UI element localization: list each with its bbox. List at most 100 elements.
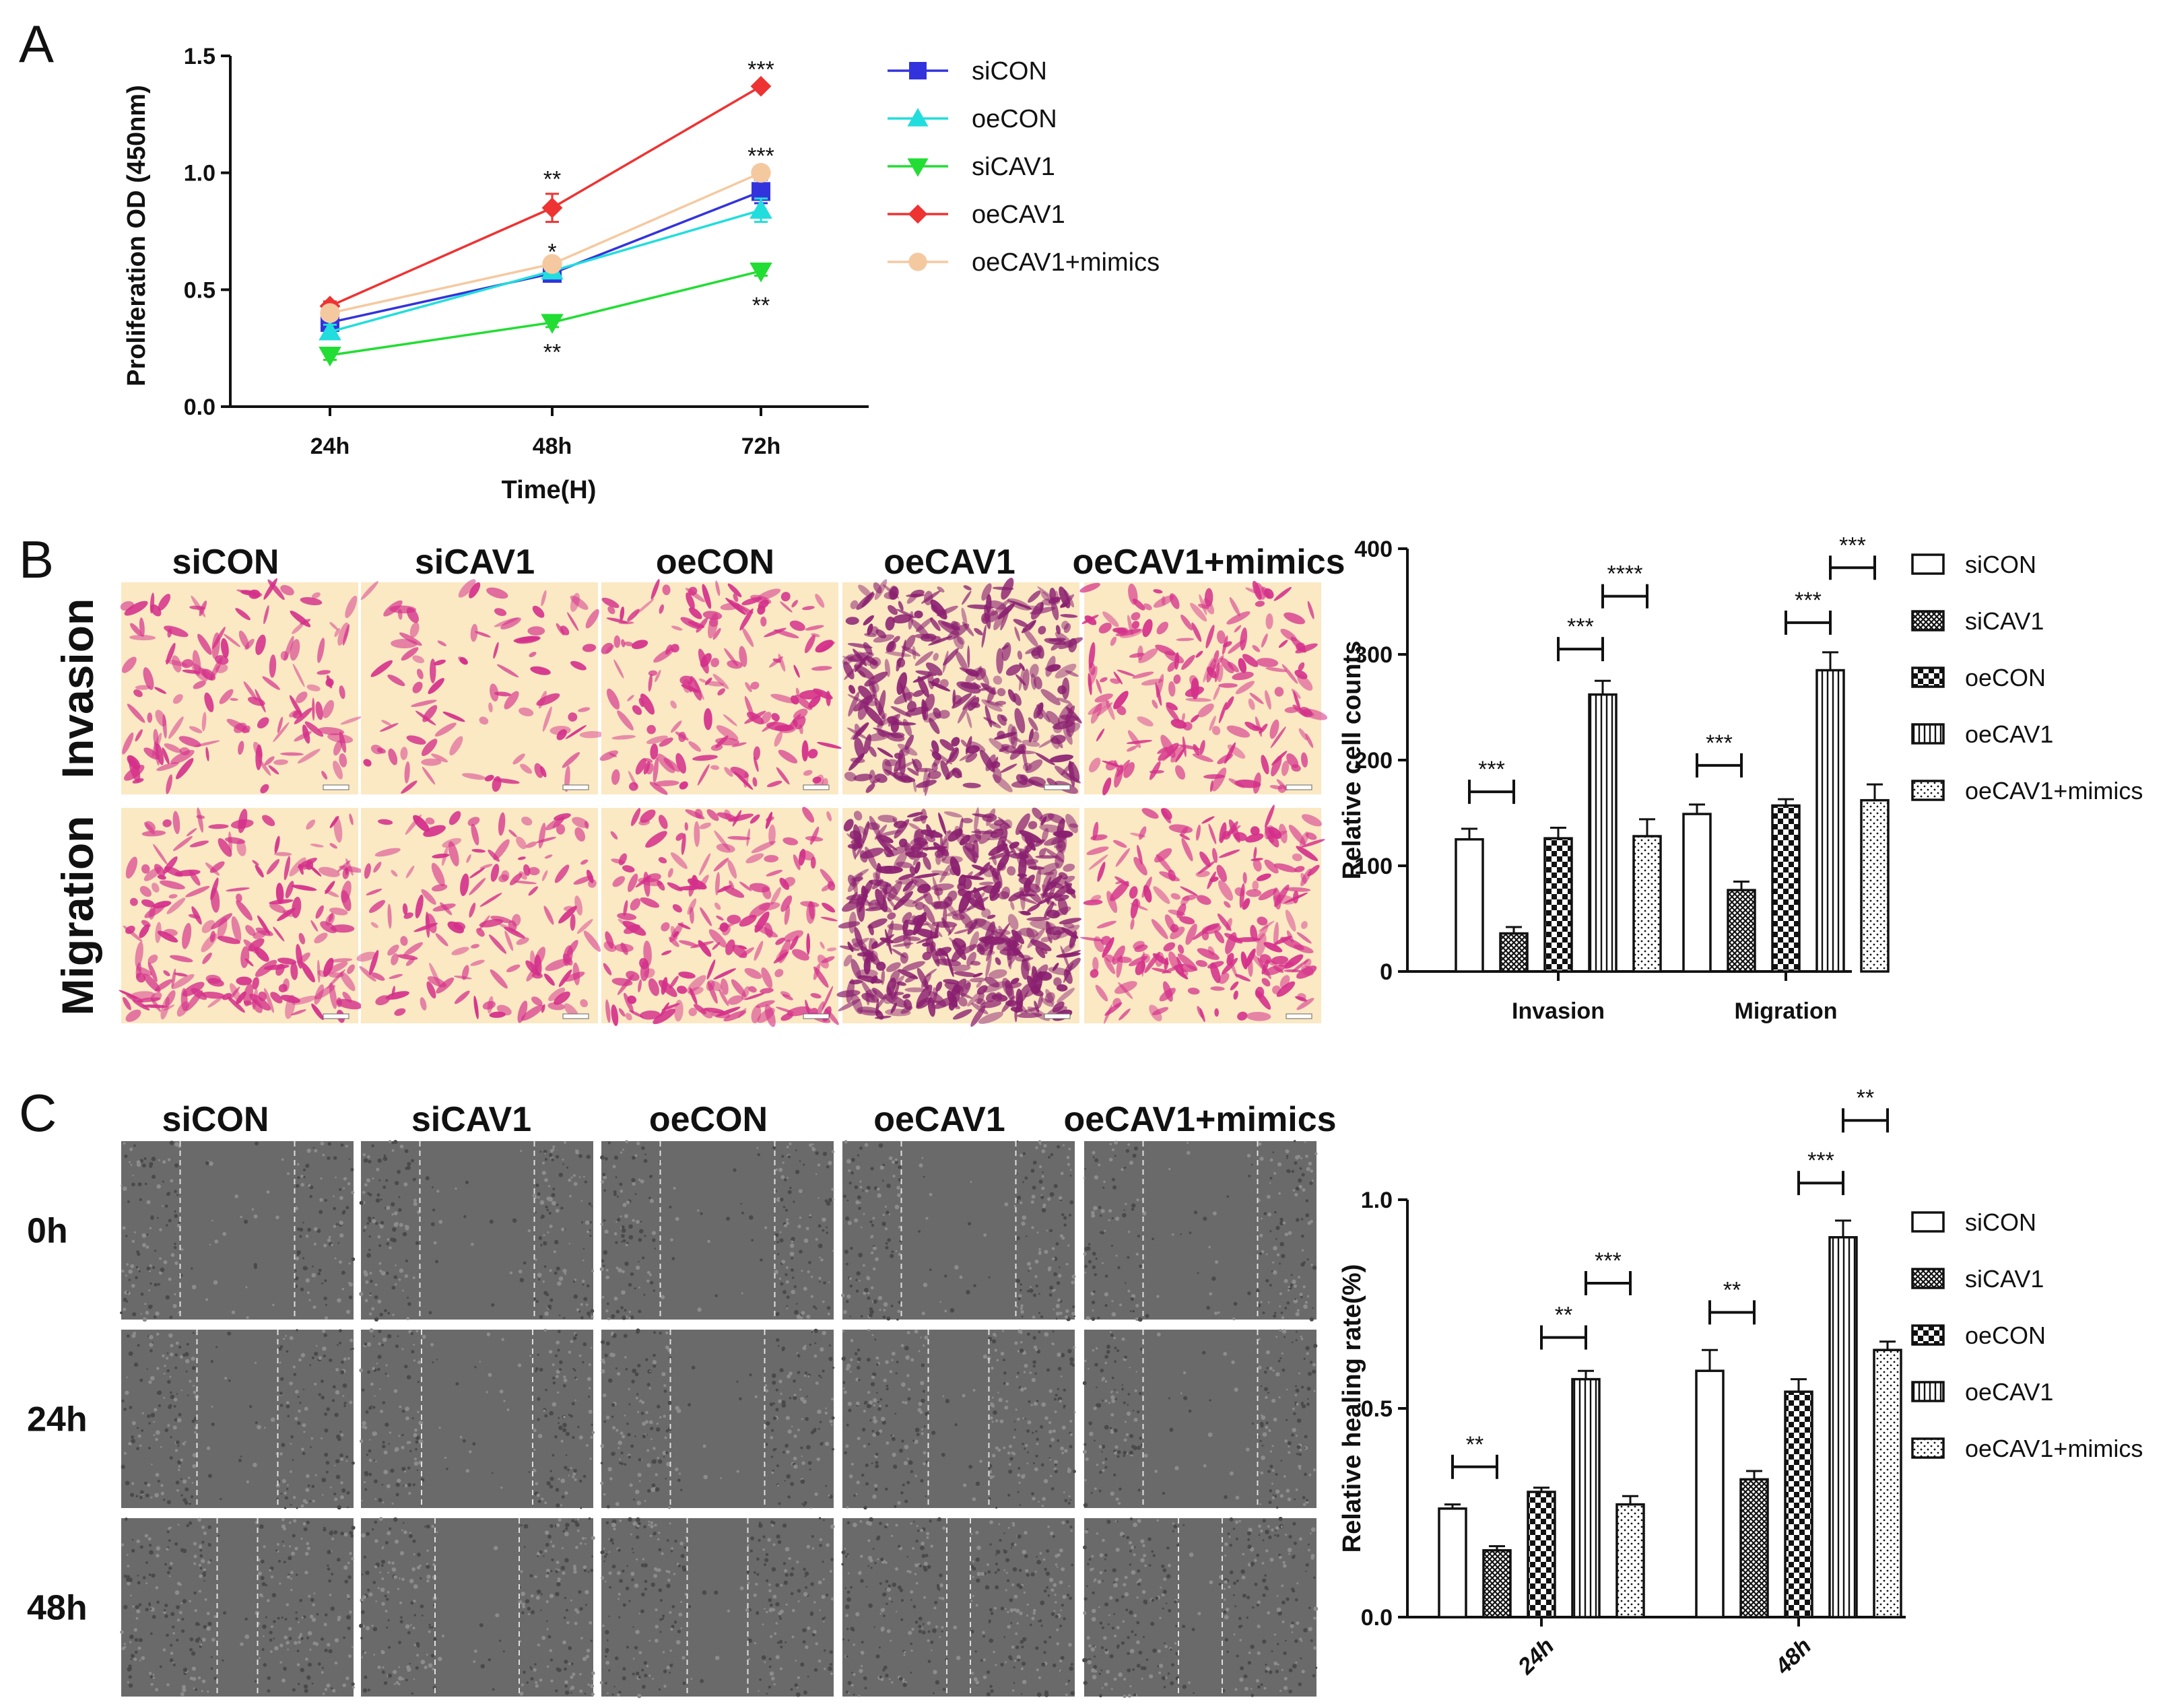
cell-speck xyxy=(778,1379,782,1384)
cell-speck xyxy=(152,1266,156,1269)
cell-speck xyxy=(341,1287,345,1291)
cell-speck xyxy=(320,1379,324,1384)
cell-speck xyxy=(378,1244,382,1248)
stained-cell xyxy=(648,670,657,677)
cell-speck xyxy=(583,1175,585,1178)
stained-cell xyxy=(951,737,960,747)
cell-speck xyxy=(409,1449,412,1453)
cell-speck xyxy=(607,1467,612,1472)
cell-speck xyxy=(1135,1252,1139,1256)
cell-speck xyxy=(783,1224,787,1228)
stained-cell xyxy=(981,625,987,648)
cell-speck xyxy=(397,1335,399,1337)
cell-speck xyxy=(588,1387,591,1390)
cell-speck xyxy=(646,1449,650,1452)
cell-speck xyxy=(371,1307,375,1311)
cell-speck xyxy=(651,1483,656,1488)
cell-speck xyxy=(1298,1178,1302,1183)
cell-speck xyxy=(632,1368,637,1373)
cell-speck xyxy=(820,1258,824,1262)
cell-speck xyxy=(401,1409,405,1413)
stained-cell xyxy=(778,653,786,672)
cell-speck xyxy=(368,1439,371,1441)
cell-speck xyxy=(544,1501,547,1505)
cell-speck xyxy=(146,1368,148,1370)
cell-speck xyxy=(146,1266,151,1271)
cell-speck xyxy=(133,1144,136,1147)
cell-speck xyxy=(640,1179,644,1184)
cell-speck xyxy=(627,1433,631,1437)
cell-speck xyxy=(391,1202,395,1206)
cell-speck xyxy=(1008,1444,1013,1448)
cell-speck xyxy=(283,1338,286,1340)
cell-speck xyxy=(818,1276,822,1280)
stained-cell xyxy=(333,760,343,780)
cell-speck xyxy=(307,1184,311,1187)
cell-speck xyxy=(1068,1147,1071,1151)
stained-cell xyxy=(135,729,143,742)
cell-speck xyxy=(413,1202,418,1206)
cell-speck xyxy=(224,1377,228,1380)
cell-speck xyxy=(665,1451,669,1454)
cell-speck xyxy=(591,1205,593,1208)
cell-speck xyxy=(1035,1430,1038,1433)
cell-speck xyxy=(377,1235,381,1239)
stained-cell xyxy=(1297,675,1313,691)
cell-speck xyxy=(286,1488,289,1491)
cell-speck xyxy=(807,1375,810,1377)
stained-cell xyxy=(122,732,134,755)
stained-cell xyxy=(1211,726,1221,735)
cell-speck xyxy=(875,1431,880,1436)
cell-speck xyxy=(907,1397,911,1401)
cell-speck xyxy=(793,1309,799,1315)
cell-speck xyxy=(465,1180,469,1184)
stained-cell xyxy=(710,765,720,770)
cell-speck xyxy=(301,1447,304,1451)
cell-speck xyxy=(286,1350,289,1353)
cell-speck xyxy=(160,1491,164,1496)
cell-speck xyxy=(881,1221,886,1227)
scratch-image-0h-sicav1 xyxy=(359,1140,595,1322)
cell-speck xyxy=(318,1356,323,1360)
stained-cell xyxy=(1296,642,1306,652)
stained-cell xyxy=(247,697,265,706)
stained-cell xyxy=(997,730,1005,739)
cell-speck xyxy=(1304,1141,1306,1143)
significance-label: * xyxy=(547,239,556,265)
cell-speck xyxy=(362,1190,366,1194)
cell-speck xyxy=(372,1367,376,1371)
cell-speck xyxy=(648,1175,653,1178)
cell-speck xyxy=(585,1220,590,1225)
cell-speck xyxy=(139,1490,144,1495)
cell-speck xyxy=(616,1371,621,1376)
cell-speck xyxy=(574,1149,577,1152)
cell-speck xyxy=(1041,1402,1046,1407)
cell-speck xyxy=(574,1333,578,1336)
cell-speck xyxy=(866,1186,871,1190)
stained-cell xyxy=(1156,621,1168,635)
cell-speck xyxy=(831,1150,835,1153)
cell-speck xyxy=(676,1408,681,1413)
stained-cell xyxy=(323,699,335,718)
cell-speck xyxy=(922,1344,925,1347)
cell-speck xyxy=(822,1330,826,1336)
stained-cell xyxy=(504,691,519,710)
cell-speck xyxy=(1234,1388,1238,1392)
cell-speck xyxy=(914,1427,920,1433)
cell-speck xyxy=(631,1177,636,1182)
cell-speck xyxy=(378,1224,381,1226)
cell-speck xyxy=(925,1217,929,1220)
cell-speck xyxy=(863,1409,866,1413)
cell-speck xyxy=(817,1409,822,1414)
stained-cell xyxy=(1127,745,1137,752)
cell-speck xyxy=(611,1451,615,1456)
cell-speck xyxy=(186,1342,189,1346)
cell-speck xyxy=(828,1161,832,1165)
stained-cell xyxy=(950,621,959,630)
cell-speck xyxy=(1030,1286,1032,1288)
stained-cell xyxy=(850,600,859,609)
cell-speck xyxy=(563,1317,566,1320)
stained-cell xyxy=(1225,696,1234,710)
cell-speck xyxy=(921,1157,924,1159)
cell-speck xyxy=(544,1177,548,1182)
